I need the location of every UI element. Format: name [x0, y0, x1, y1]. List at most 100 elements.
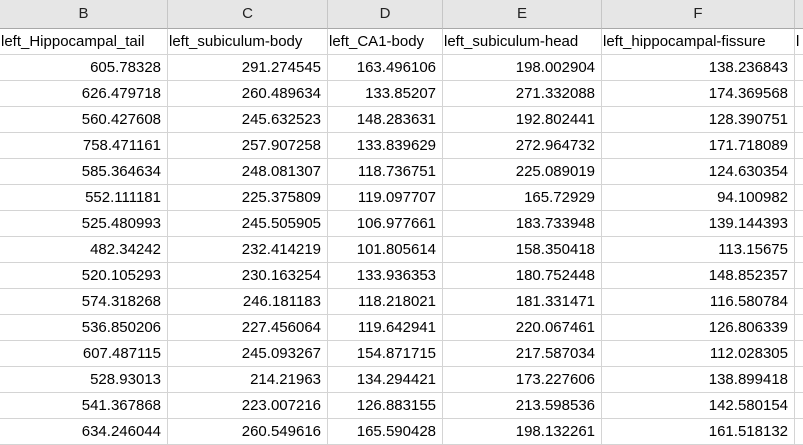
table-cell[interactable]: 118.218021 [328, 289, 443, 315]
table-cell[interactable]: 133.839629 [328, 133, 443, 159]
table-cell[interactable]: 260.549616 [168, 419, 328, 445]
table-cell[interactable]: 560.427608 [0, 107, 168, 133]
table-cell[interactable]: 217.587034 [443, 341, 602, 367]
column-header[interactable]: B [0, 0, 168, 29]
table-cell[interactable]: 214.21963 [168, 367, 328, 393]
table-cell[interactable] [795, 289, 803, 315]
table-cell[interactable]: 116.580784 [602, 289, 795, 315]
table-cell[interactable]: 173.227606 [443, 367, 602, 393]
table-cell[interactable]: 245.632523 [168, 107, 328, 133]
table-cell[interactable]: 223.007216 [168, 393, 328, 419]
table-cell[interactable]: 605.78328 [0, 55, 168, 81]
column-header[interactable] [795, 0, 803, 29]
table-cell[interactable]: 171.718089 [602, 133, 795, 159]
table-cell[interactable]: 134.294421 [328, 367, 443, 393]
table-cell[interactable]: 528.93013 [0, 367, 168, 393]
table-cell[interactable]: 585.364634 [0, 159, 168, 185]
table-cell[interactable]: 227.456064 [168, 315, 328, 341]
table-cell[interactable]: 161.518132 [602, 419, 795, 445]
table-cell[interactable]: 626.479718 [0, 81, 168, 107]
table-cell[interactable]: 257.907258 [168, 133, 328, 159]
table-cell[interactable]: 118.736751 [328, 159, 443, 185]
table-cell[interactable]: 148.283631 [328, 107, 443, 133]
table-cell[interactable]: 94.100982 [602, 185, 795, 211]
table-cell[interactable]: 183.733948 [443, 211, 602, 237]
table-cell[interactable] [795, 419, 803, 445]
table-cell[interactable] [795, 315, 803, 341]
table-cell[interactable] [795, 81, 803, 107]
table-cell[interactable] [795, 211, 803, 237]
table-cell[interactable]: 192.802441 [443, 107, 602, 133]
table-cell[interactable]: 165.72929 [443, 185, 602, 211]
table-cell[interactable]: 124.630354 [602, 159, 795, 185]
table-cell[interactable]: 154.871715 [328, 341, 443, 367]
table-cell[interactable]: 245.093267 [168, 341, 328, 367]
table-cell[interactable]: 271.332088 [443, 81, 602, 107]
table-cell[interactable]: 536.850206 [0, 315, 168, 341]
table-cell[interactable]: 165.590428 [328, 419, 443, 445]
table-cell[interactable]: 133.85207 [328, 81, 443, 107]
header-cell[interactable]: left_hippocampal-fissure [602, 29, 795, 55]
table-cell[interactable]: 272.964732 [443, 133, 602, 159]
header-cell[interactable]: left_subiculum-head [443, 29, 602, 55]
table-cell[interactable]: 181.331471 [443, 289, 602, 315]
table-cell[interactable]: 119.097707 [328, 185, 443, 211]
table-cell[interactable]: 101.805614 [328, 237, 443, 263]
table-cell[interactable]: 158.350418 [443, 237, 602, 263]
table-cell[interactable]: 232.414219 [168, 237, 328, 263]
table-cell[interactable]: 245.505905 [168, 211, 328, 237]
table-cell[interactable] [795, 341, 803, 367]
table-cell[interactable]: 138.899418 [602, 367, 795, 393]
table-cell[interactable] [795, 263, 803, 289]
table-cell[interactable]: 246.181183 [168, 289, 328, 315]
header-cell[interactable]: l [795, 29, 803, 55]
table-cell[interactable] [795, 393, 803, 419]
table-cell[interactable]: 112.028305 [602, 341, 795, 367]
table-cell[interactable]: 163.496106 [328, 55, 443, 81]
table-cell[interactable]: 106.977661 [328, 211, 443, 237]
table-cell[interactable]: 225.375809 [168, 185, 328, 211]
column-header[interactable]: D [328, 0, 443, 29]
table-cell[interactable]: 248.081307 [168, 159, 328, 185]
table-cell[interactable]: 126.883155 [328, 393, 443, 419]
table-cell[interactable]: 128.390751 [602, 107, 795, 133]
table-cell[interactable]: 138.236843 [602, 55, 795, 81]
table-cell[interactable]: 180.752448 [443, 263, 602, 289]
table-cell[interactable]: 634.246044 [0, 419, 168, 445]
table-cell[interactable]: 174.369568 [602, 81, 795, 107]
table-cell[interactable]: 758.471161 [0, 133, 168, 159]
table-cell[interactable]: 213.598536 [443, 393, 602, 419]
column-header[interactable]: F [602, 0, 795, 29]
table-cell[interactable]: 148.852357 [602, 263, 795, 289]
table-cell[interactable] [795, 107, 803, 133]
header-cell[interactable]: left_CA1-body [328, 29, 443, 55]
table-cell[interactable]: 260.489634 [168, 81, 328, 107]
table-cell[interactable]: 142.580154 [602, 393, 795, 419]
table-cell[interactable] [795, 55, 803, 81]
table-cell[interactable]: 113.15675 [602, 237, 795, 263]
table-cell[interactable] [795, 185, 803, 211]
table-cell[interactable]: 552.111181 [0, 185, 168, 211]
column-header[interactable]: E [443, 0, 602, 29]
table-cell[interactable]: 198.002904 [443, 55, 602, 81]
table-cell[interactable]: 126.806339 [602, 315, 795, 341]
table-cell[interactable]: 119.642941 [328, 315, 443, 341]
table-cell[interactable]: 198.132261 [443, 419, 602, 445]
table-cell[interactable] [795, 367, 803, 393]
table-cell[interactable]: 225.089019 [443, 159, 602, 185]
table-cell[interactable]: 482.34242 [0, 237, 168, 263]
table-cell[interactable]: 525.480993 [0, 211, 168, 237]
table-cell[interactable]: 607.487115 [0, 341, 168, 367]
table-cell[interactable]: 541.367868 [0, 393, 168, 419]
table-cell[interactable]: 133.936353 [328, 263, 443, 289]
table-cell[interactable]: 574.318268 [0, 289, 168, 315]
table-cell[interactable] [795, 237, 803, 263]
header-cell[interactable]: left_Hippocampal_tail [0, 29, 168, 55]
table-cell[interactable]: 520.105293 [0, 263, 168, 289]
table-cell[interactable] [795, 133, 803, 159]
column-header[interactable]: C [168, 0, 328, 29]
table-cell[interactable]: 230.163254 [168, 263, 328, 289]
table-cell[interactable]: 139.144393 [602, 211, 795, 237]
table-cell[interactable]: 220.067461 [443, 315, 602, 341]
table-cell[interactable] [795, 159, 803, 185]
